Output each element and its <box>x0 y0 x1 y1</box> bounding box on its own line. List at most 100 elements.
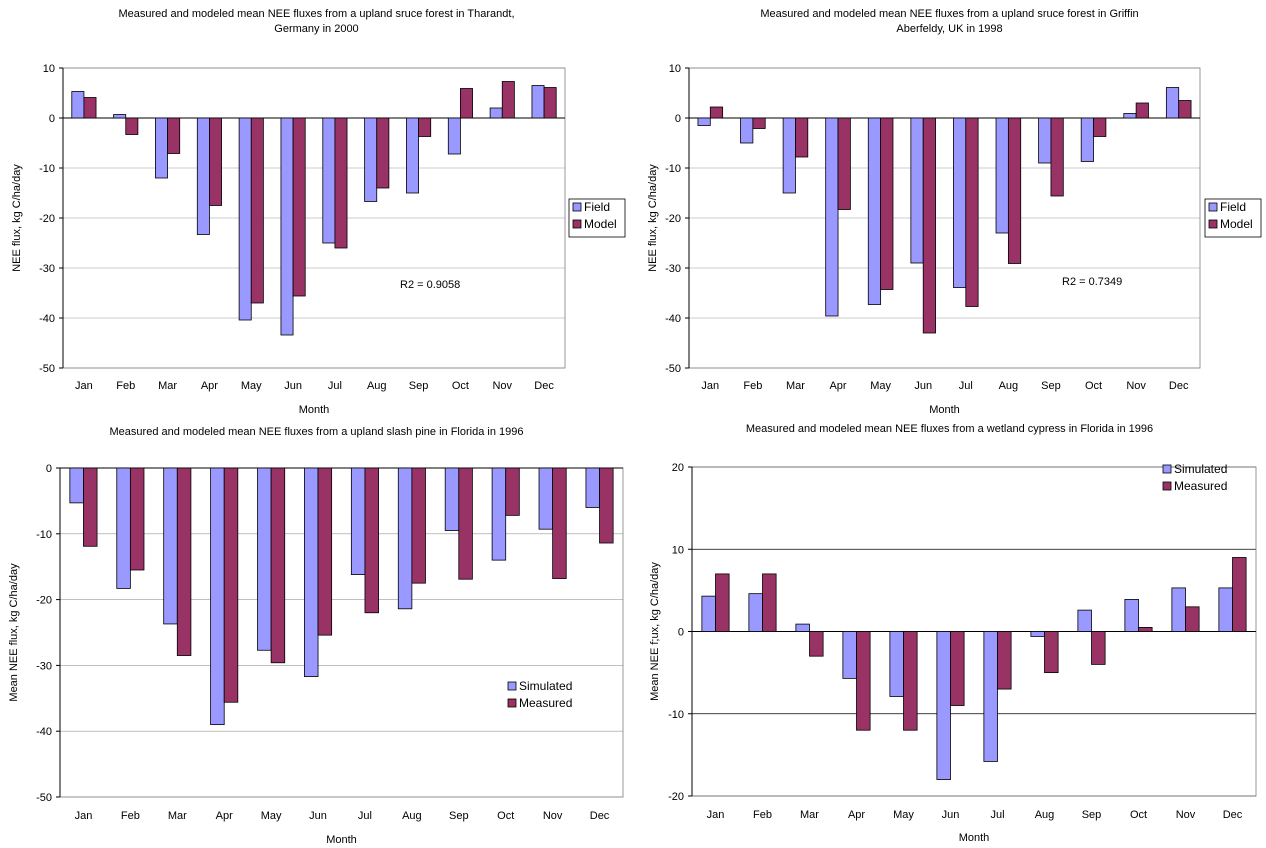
x-tick-label: Mar <box>158 380 177 392</box>
bar-simulated-jun <box>304 467 319 677</box>
x-tick-label: Oct <box>452 380 469 392</box>
bar-simulated-aug <box>1030 631 1045 637</box>
legend-label-model: Model <box>584 217 617 231</box>
y-tick-label: -10 <box>668 709 684 721</box>
x-tick-label: Feb <box>743 380 762 392</box>
x-tick-label: Dec <box>590 810 610 822</box>
chart-title: Measured and modeled mean NEE fluxes fro… <box>110 426 524 438</box>
bar-measured-jun <box>317 467 333 636</box>
x-tick-label: Dec <box>534 380 554 392</box>
x-tick-label: Nov <box>543 810 563 822</box>
x-axis-label: Month <box>326 834 357 846</box>
y-tick-label: -30 <box>665 263 681 275</box>
legend-swatch-field <box>572 202 582 212</box>
y-tick-label: 10 <box>43 63 55 75</box>
x-tick-label: Jul <box>959 380 973 392</box>
bar-simulated-mar <box>795 623 810 632</box>
chart-svg: Measured and modeled mean NEE fluxes fro… <box>649 423 1257 844</box>
y-tick-label: -10 <box>39 163 55 175</box>
bar-measured-feb <box>762 573 777 632</box>
bar-field-mar <box>782 117 796 194</box>
bar-measured-nov <box>1185 606 1200 632</box>
bar-field-may <box>867 117 882 305</box>
legend-swatch-field <box>1208 202 1218 212</box>
bar-simulated-sep <box>1077 609 1092 632</box>
legend: Field Model <box>1204 198 1262 238</box>
x-axis-label: Month <box>929 404 960 416</box>
bar-model-sep <box>418 117 432 137</box>
y-tick-label: -50 <box>39 363 55 375</box>
bar-model-jan <box>709 106 724 119</box>
bar-field-may <box>238 117 252 321</box>
y-tick-label: -20 <box>39 213 55 225</box>
x-tick-label: Jun <box>942 809 960 821</box>
legend-swatch-model <box>1208 219 1218 229</box>
bar-model-feb <box>125 117 139 135</box>
x-tick-label: Aug <box>999 380 1019 392</box>
legend-swatch-simulated <box>1162 464 1172 474</box>
bar-field-feb <box>740 117 754 144</box>
plot-area <box>59 467 624 798</box>
bar-simulated-jul <box>350 467 366 575</box>
chart-title: Measured and modeled mean NEE fluxes fro… <box>760 8 1138 20</box>
bar-simulated-oct <box>1124 599 1139 632</box>
x-tick-label: Oct <box>1130 809 1147 821</box>
chart-title: Measured and modeled mean NEE fluxes fro… <box>746 423 1153 435</box>
x-tick-label: Apr <box>829 380 846 392</box>
bar-model-apr <box>209 117 222 206</box>
y-tick-label: 20 <box>672 462 684 474</box>
y-tick-label: -20 <box>665 213 681 225</box>
x-tick-label: Jan <box>75 810 93 822</box>
y-tick-label: 0 <box>46 463 52 475</box>
x-tick-label: Jul <box>358 810 372 822</box>
x-tick-label: Jan <box>75 380 93 392</box>
bar-field-jul <box>322 117 336 244</box>
y-tick-label: -20 <box>36 595 52 607</box>
bar-model-jan <box>83 97 97 119</box>
bar-simulated-jun <box>936 631 951 780</box>
legend-label-measured: Measured <box>519 696 572 710</box>
bar-model-may <box>250 117 264 304</box>
x-tick-label: Nov <box>492 380 512 392</box>
y-tick-label: -30 <box>36 660 52 672</box>
x-tick-label: Oct <box>1085 380 1102 392</box>
bar-model-aug <box>376 117 390 189</box>
bar-model-mar <box>795 117 809 158</box>
bar-measured-may <box>903 631 918 731</box>
bar-measured-jun <box>950 631 965 706</box>
bar-measured-dec <box>599 467 614 544</box>
bar-simulated-jan <box>701 595 716 632</box>
bar-simulated-aug <box>397 467 413 610</box>
bar-measured-aug <box>1044 631 1059 674</box>
x-axis-label: Month <box>299 404 330 416</box>
x-tick-label: Sep <box>1082 809 1102 821</box>
y-tick-label: 10 <box>669 63 681 75</box>
y-tick-label: -20 <box>668 791 684 803</box>
y-tick-label: 10 <box>672 544 684 556</box>
x-tick-label: Nov <box>1176 809 1196 821</box>
y-tick-label: 0 <box>678 627 684 639</box>
bar-measured-jul <box>997 631 1012 690</box>
legend: Simulated Measured <box>507 679 572 710</box>
bar-field-oct <box>447 117 461 155</box>
legend: Simulated Measured <box>1162 462 1227 493</box>
bar-measured-oct <box>1138 626 1153 632</box>
y-axis-label: Mean NEE f;ux, kg C/ha/day <box>649 562 661 701</box>
y-tick-label: -30 <box>39 263 55 275</box>
r2-annotation: R2 = 0.7349 <box>1062 276 1122 288</box>
chart-tharandt: Measured and modeled mean NEE fluxes fro… <box>0 0 633 424</box>
bar-model-jun <box>922 117 936 334</box>
bar-simulated-may <box>257 467 272 651</box>
legend-label-measured: Measured <box>1174 479 1227 493</box>
x-tick-label: Feb <box>121 810 140 822</box>
x-tick-label: Oct <box>497 810 514 822</box>
bar-model-nov <box>1135 102 1149 119</box>
legend: Field Model <box>568 198 626 238</box>
x-tick-label: Apr <box>201 380 218 392</box>
chart-title: Aberfeldy, UK in 1998 <box>896 23 1002 35</box>
bar-model-may <box>880 117 894 290</box>
bar-simulated-nov <box>1171 587 1186 632</box>
bar-field-aug <box>364 117 378 202</box>
bar-measured-feb <box>129 467 145 571</box>
x-tick-label: Jan <box>701 380 719 392</box>
